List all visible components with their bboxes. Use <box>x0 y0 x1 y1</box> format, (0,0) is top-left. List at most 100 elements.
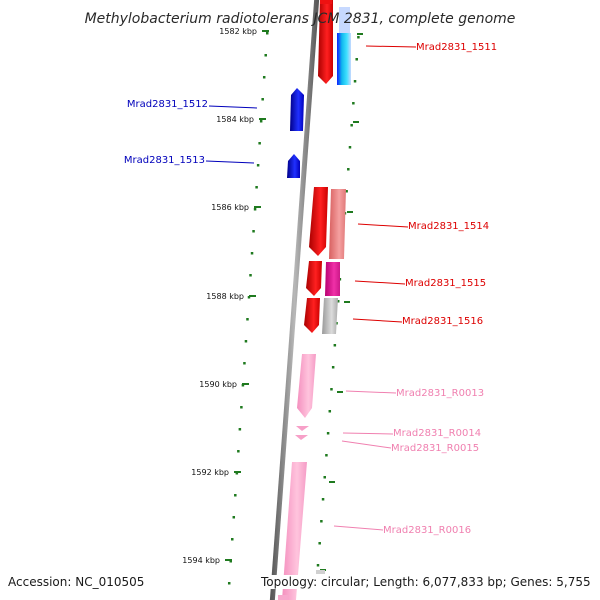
gene-leader-line <box>365 45 417 48</box>
track-dot <box>255 186 258 189</box>
scale-tick-label: 1590 kbp <box>199 380 237 389</box>
track-dot <box>256 164 260 167</box>
track-dot <box>347 168 350 171</box>
scale-tick-label: 1592 kbp <box>191 468 229 477</box>
gene-arrow-red[interactable] <box>306 261 322 296</box>
track-dot <box>261 98 264 101</box>
gene-label[interactable]: Mrad2831_1512 <box>127 99 208 110</box>
gene-label[interactable]: Mrad2831_1516 <box>402 316 483 327</box>
track-dot <box>232 516 236 519</box>
scale-tick-label: 1586 kbp <box>211 203 249 212</box>
track-dot <box>231 538 234 541</box>
track-dot <box>323 476 326 479</box>
topology-text: Topology: circular; Length: 6,077,833 bp… <box>261 575 591 589</box>
track-dot <box>320 520 323 523</box>
track-dot <box>328 410 332 413</box>
track-dot <box>348 146 352 149</box>
scale-tick-label: 1582 kbp <box>219 27 257 36</box>
track-dot <box>237 450 240 453</box>
track-dot <box>350 124 353 127</box>
track-dot <box>259 120 263 123</box>
rna-arrow-pink <box>278 595 288 600</box>
gene-arrow-red[interactable] <box>309 187 328 256</box>
scale-tick-label: 1588 kbp <box>206 292 244 301</box>
gene-arrow-magenta[interactable] <box>325 262 340 296</box>
accession-text: Accession: NC_010505 <box>8 575 145 589</box>
track-dot <box>321 498 325 501</box>
gene-label[interactable]: Mrad2831_1514 <box>408 221 489 232</box>
gene-label[interactable]: Mrad2831_R0013 <box>396 388 484 399</box>
track-dot <box>238 428 242 431</box>
track-dot <box>357 36 360 39</box>
scale-ticks: 1582 kbp 1584 kbp 1586 kbp 1588 kbp 1590 kbp… <box>182 27 269 565</box>
track-dot <box>244 340 248 343</box>
gene-label[interactable]: Mrad2831_R0016 <box>383 525 471 536</box>
gene-arrow-red[interactable] <box>304 298 320 333</box>
gene-arrow-red[interactable] <box>318 0 333 84</box>
rna-arrow-pink[interactable] <box>282 462 307 600</box>
rna-arrow-pink[interactable] <box>296 426 309 431</box>
gene-leader-line <box>342 432 394 435</box>
track-dot <box>345 190 348 193</box>
track-dot <box>326 432 330 435</box>
track-dot <box>333 344 337 347</box>
track-dot <box>336 300 340 303</box>
gene-leader-line <box>345 390 397 394</box>
track-dot <box>235 472 239 475</box>
gene-label[interactable]: Mrad2831_1515 <box>405 278 486 289</box>
track-dot <box>234 494 237 497</box>
inner-tick-track <box>227 32 269 585</box>
track-dot <box>325 454 328 457</box>
gene-features <box>278 0 351 600</box>
track-dot <box>352 102 355 105</box>
track-dot <box>227 582 231 585</box>
map-title: Methylobacterium radiotolerans JCM 2831,… <box>85 11 516 27</box>
gene-arrow-cyan[interactable] <box>339 7 350 33</box>
gene-label[interactable]: Mrad2831_R0014 <box>393 428 481 439</box>
gene-arrow-salmon[interactable] <box>329 189 346 259</box>
track-dot <box>252 230 255 233</box>
gene-arrow-blue[interactable] <box>290 88 304 131</box>
track-dot <box>264 54 267 57</box>
gene-leader-line <box>208 105 258 109</box>
gene-arrow-red[interactable] <box>320 0 332 4</box>
track-dot <box>253 208 257 211</box>
rna-arrow-pink[interactable] <box>297 354 316 418</box>
gene-leader-line <box>333 525 384 531</box>
genome-backbone <box>269 0 320 600</box>
gene-leader-line <box>352 318 403 323</box>
scale-tick-label: 1584 kbp <box>216 115 254 124</box>
track-dot <box>246 318 249 321</box>
track-dot <box>353 80 357 83</box>
track-dot <box>262 76 266 79</box>
track-dot <box>316 564 320 567</box>
gene-arrow-blue[interactable] <box>287 154 300 178</box>
gene-arrow-cyan[interactable] <box>337 33 351 85</box>
gene-label[interactable]: Mrad2831_1511 <box>416 42 497 53</box>
gene-label[interactable]: Mrad2831_R0015 <box>391 443 479 454</box>
gene-leader-line <box>341 440 392 449</box>
gene-leader-line <box>354 280 406 285</box>
track-dot <box>249 274 252 277</box>
track-dot <box>318 542 321 545</box>
track-dot <box>243 362 246 365</box>
outer-tick-track <box>315 33 363 589</box>
gene-leader-line <box>357 223 409 228</box>
track-dot <box>331 366 335 369</box>
gene-arrow-grey <box>316 570 325 574</box>
gene-leader-line <box>205 160 255 164</box>
track-dot <box>330 388 333 391</box>
track-dot <box>355 58 358 61</box>
track-dot <box>258 142 261 145</box>
track-dot <box>247 296 251 299</box>
track-dot <box>240 406 243 409</box>
gene-label[interactable]: Mrad2831_1513 <box>124 155 205 166</box>
track-dot <box>266 32 269 35</box>
track-dot <box>229 560 232 563</box>
rna-arrow-pink[interactable] <box>295 435 308 440</box>
gene-arrow-grey[interactable] <box>322 298 338 334</box>
track-dot <box>241 384 245 387</box>
scale-tick-label: 1594 kbp <box>182 556 220 565</box>
